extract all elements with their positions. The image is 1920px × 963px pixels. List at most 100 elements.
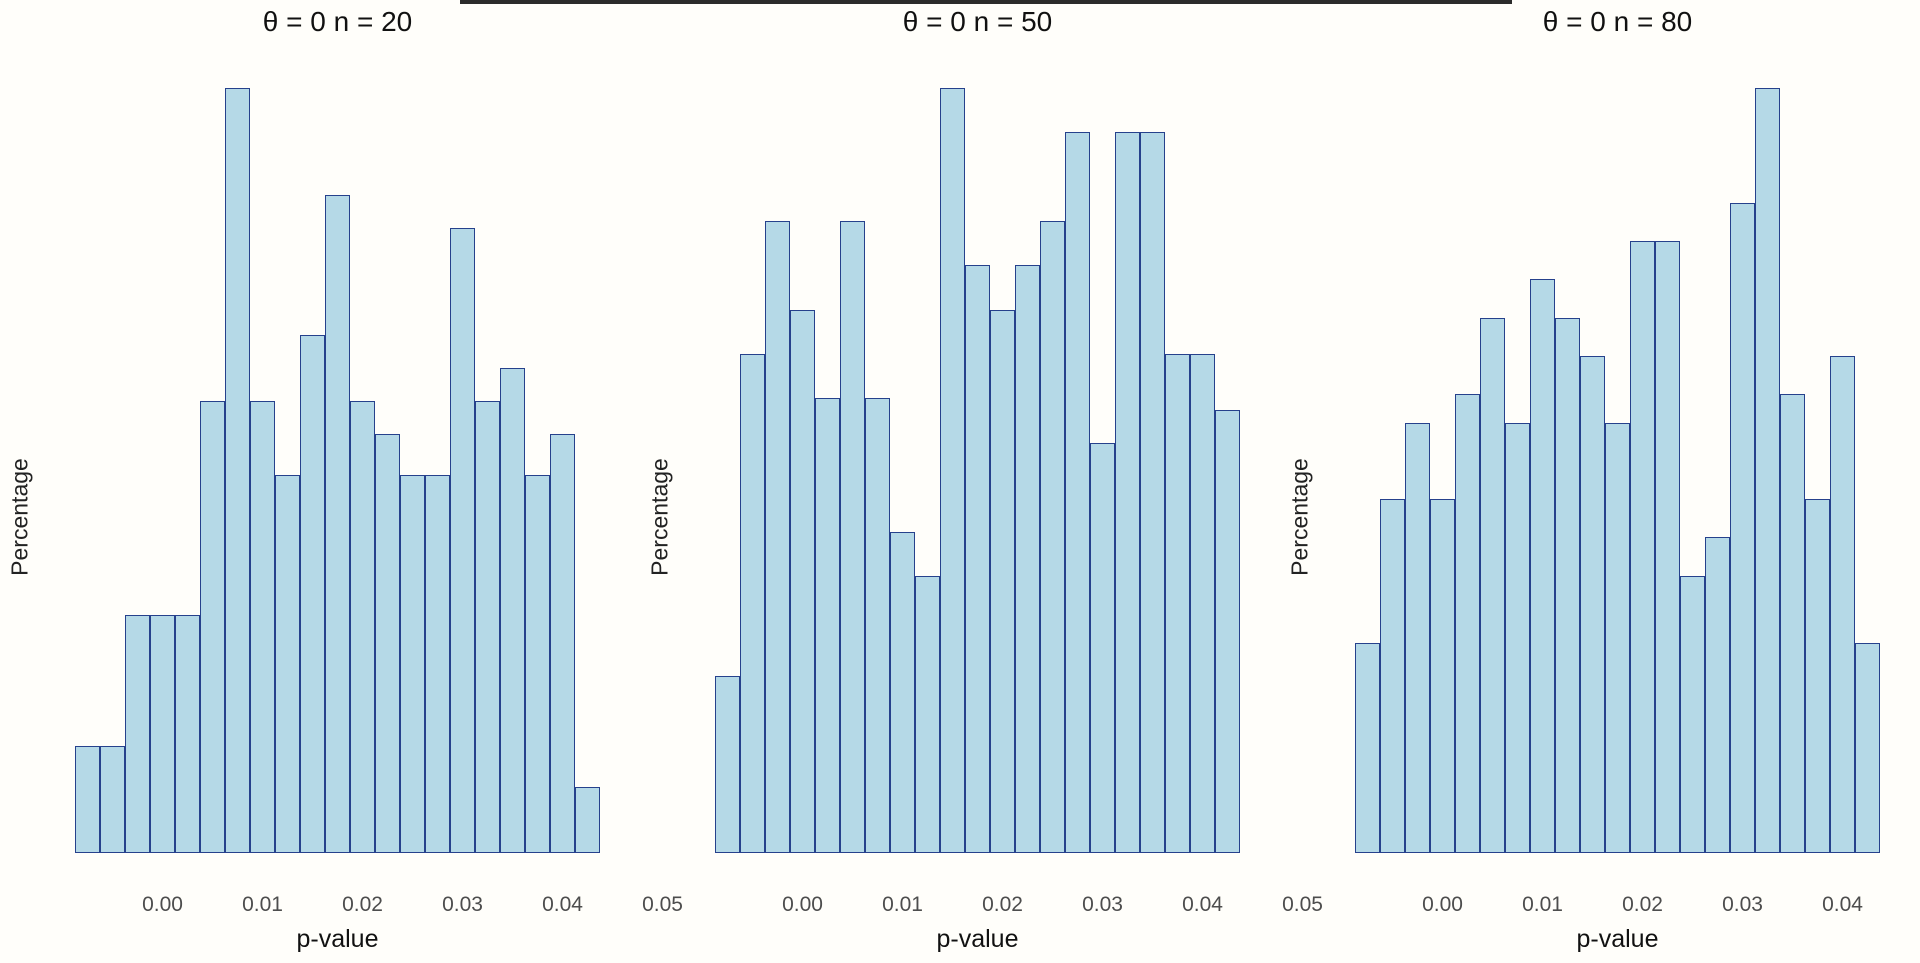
y-axis-label: Percentage bbox=[646, 458, 673, 576]
histogram-bar bbox=[990, 309, 1015, 853]
top-dark-strip bbox=[460, 0, 1512, 4]
facet-title: θ = 0 n = 80 bbox=[1542, 6, 1693, 37]
histogram-bar bbox=[425, 474, 450, 853]
x-tick-label: 0.03 bbox=[1722, 893, 1763, 916]
histogram-bar bbox=[790, 309, 815, 853]
histogram-bar bbox=[840, 221, 865, 853]
histogram-bar bbox=[1380, 499, 1405, 853]
facet-title: θ = 0 n = 20 bbox=[262, 6, 413, 37]
histogram-bar bbox=[1780, 394, 1805, 853]
facet-theta0-n20: θ = 0 n = 20 Percentage 0.00 0.01 0.02 0… bbox=[0, 0, 683, 963]
histogram-bar bbox=[965, 265, 990, 853]
histogram-bar bbox=[450, 227, 475, 853]
histogram-bar bbox=[1580, 355, 1605, 853]
x-tick-label: 0.04 bbox=[1822, 893, 1863, 916]
histogram-bar bbox=[865, 398, 890, 853]
histogram-bar bbox=[940, 88, 965, 853]
x-tick-label: 0.04 bbox=[542, 893, 583, 916]
histogram-bar bbox=[890, 531, 915, 853]
y-axis-label: Percentage bbox=[1286, 458, 1313, 576]
histogram-bar bbox=[325, 194, 350, 853]
x-tick-label: 0.03 bbox=[442, 893, 483, 916]
histogram-bar bbox=[200, 400, 225, 853]
histogram-bar bbox=[1190, 354, 1215, 853]
histogram-bar bbox=[1730, 202, 1755, 853]
x-tick-label: 0.02 bbox=[1622, 893, 1663, 916]
x-tick-label: 0.00 bbox=[142, 893, 183, 916]
histogram-bar bbox=[1040, 221, 1065, 853]
histogram-bar bbox=[575, 787, 600, 853]
facet-theta0-n80: θ = 0 n = 80 Percentage 0.00 0.01 0.02 0… bbox=[1280, 0, 1920, 963]
histogram-bar bbox=[1805, 499, 1830, 853]
histogram-bar bbox=[1530, 279, 1555, 853]
histogram-bar bbox=[525, 474, 550, 853]
histogram-bar bbox=[1655, 241, 1680, 853]
histogram-bar bbox=[1090, 442, 1115, 853]
facet-title: θ = 0 n = 50 bbox=[902, 6, 1053, 37]
x-tick-label: 0.01 bbox=[882, 893, 923, 916]
x-axis-label: p-value bbox=[1576, 925, 1659, 953]
histogram-bar bbox=[100, 746, 125, 853]
histogram-bars bbox=[75, 88, 600, 853]
histogram-bars bbox=[715, 88, 1240, 853]
x-tick-label: 0.05 bbox=[1282, 893, 1323, 916]
histogram-bar bbox=[1140, 132, 1165, 853]
histogram-bar bbox=[275, 474, 300, 853]
histogram-bar bbox=[1505, 422, 1530, 853]
histogram-bar bbox=[1480, 317, 1505, 853]
x-tick-label: 0.05 bbox=[1908, 893, 1920, 917]
histogram-bar bbox=[225, 88, 250, 853]
histogram-bar bbox=[1115, 132, 1140, 853]
x-axis-ticks: 0.00 0.01 0.02 0.03 0.04 0.05 bbox=[75, 893, 683, 919]
histogram-bar bbox=[765, 221, 790, 853]
histogram-bars bbox=[1355, 88, 1880, 853]
x-axis-label: p-value bbox=[936, 925, 1019, 953]
histogram-bar bbox=[75, 746, 100, 853]
facet-theta0-n50: θ = 0 n = 50 Percentage 0.00 0.01 0.02 0… bbox=[640, 0, 1323, 963]
histogram-bar bbox=[1755, 88, 1780, 853]
x-axis-label: p-value bbox=[296, 925, 379, 953]
histogram-bar bbox=[475, 400, 500, 853]
histogram-bar bbox=[400, 474, 425, 853]
histogram-bar bbox=[125, 614, 150, 853]
histogram-bar bbox=[550, 433, 575, 853]
x-tick-label: 0.03 bbox=[1082, 893, 1123, 916]
histogram-bar bbox=[1065, 132, 1090, 853]
histogram-bar bbox=[1455, 394, 1480, 853]
histogram-bar bbox=[1355, 642, 1380, 853]
histogram-bar bbox=[175, 614, 200, 853]
histogram-bar bbox=[1605, 422, 1630, 853]
histogram-bar bbox=[1430, 499, 1455, 853]
histogram-bar bbox=[715, 675, 740, 853]
x-axis-ticks: 0.00 0.01 0.02 0.03 0.04 0.05 bbox=[715, 893, 1323, 919]
x-tick-label: 0.00 bbox=[782, 893, 823, 916]
histogram-bar bbox=[815, 398, 840, 853]
histogram-bar bbox=[250, 400, 275, 853]
x-tick-label: 0.01 bbox=[242, 893, 283, 916]
x-tick-label: 0.05 bbox=[642, 893, 683, 916]
histogram-bar bbox=[1830, 355, 1855, 853]
x-tick-label: 0.02 bbox=[982, 893, 1023, 916]
x-tick-label: 0.04 bbox=[1182, 893, 1223, 916]
histogram-bar bbox=[1705, 537, 1730, 853]
x-tick-label: 0.00 bbox=[1422, 893, 1463, 916]
histogram-bar bbox=[500, 367, 525, 853]
histogram-bar bbox=[915, 575, 940, 853]
y-axis-label: Percentage bbox=[6, 458, 33, 576]
x-axis-ticks: 0.00 0.01 0.02 0.03 0.04 0.05 bbox=[1355, 893, 1880, 919]
histogram-bar bbox=[1015, 265, 1040, 853]
histogram-bar bbox=[1215, 409, 1240, 853]
histogram-bar bbox=[1405, 422, 1430, 853]
histogram-bar bbox=[150, 614, 175, 853]
x-tick-label: 0.01 bbox=[1522, 893, 1563, 916]
histogram-bar bbox=[740, 354, 765, 853]
histogram-bar bbox=[375, 433, 400, 853]
histogram-bar bbox=[300, 334, 325, 853]
histogram-bar bbox=[1555, 317, 1580, 853]
histogram-bar bbox=[1680, 575, 1705, 853]
histogram-bar bbox=[1165, 354, 1190, 853]
x-tick-label: 0.02 bbox=[342, 893, 383, 916]
histogram-bar bbox=[1630, 241, 1655, 853]
histogram-bar bbox=[1855, 642, 1880, 853]
